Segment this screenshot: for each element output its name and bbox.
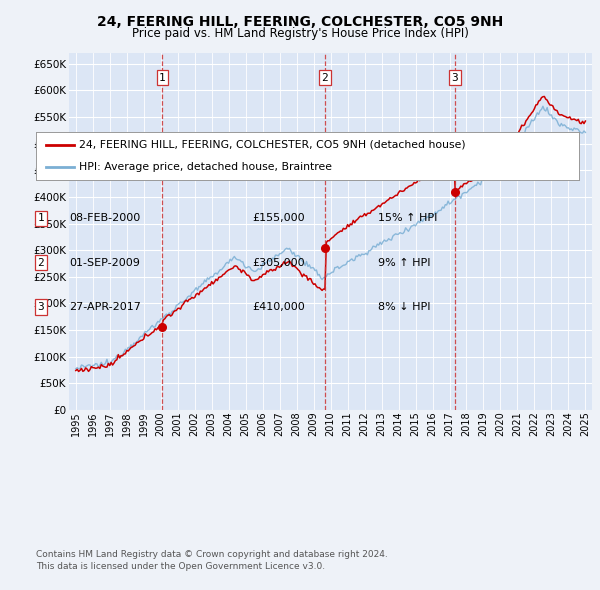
Text: 24, FEERING HILL, FEERING, COLCHESTER, CO5 9NH (detached house): 24, FEERING HILL, FEERING, COLCHESTER, C… [79,140,466,150]
Text: Contains HM Land Registry data © Crown copyright and database right 2024.: Contains HM Land Registry data © Crown c… [36,550,388,559]
Text: 1: 1 [37,214,44,223]
Text: 24, FEERING HILL, FEERING, COLCHESTER, CO5 9NH: 24, FEERING HILL, FEERING, COLCHESTER, C… [97,15,503,29]
Text: 3: 3 [452,73,458,83]
Text: 8% ↓ HPI: 8% ↓ HPI [378,302,431,312]
Text: 08-FEB-2000: 08-FEB-2000 [69,214,140,223]
Text: 27-APR-2017: 27-APR-2017 [69,302,141,312]
Text: £155,000: £155,000 [252,214,305,223]
Text: 9% ↑ HPI: 9% ↑ HPI [378,258,431,267]
Text: £305,000: £305,000 [252,258,305,267]
Text: Price paid vs. HM Land Registry's House Price Index (HPI): Price paid vs. HM Land Registry's House … [131,27,469,40]
Text: This data is licensed under the Open Government Licence v3.0.: This data is licensed under the Open Gov… [36,562,325,571]
Text: 3: 3 [37,302,44,312]
Text: HPI: Average price, detached house, Braintree: HPI: Average price, detached house, Brai… [79,162,332,172]
Text: 2: 2 [322,73,328,83]
Text: 15% ↑ HPI: 15% ↑ HPI [378,214,437,223]
Text: 2: 2 [37,258,44,267]
Text: 1: 1 [159,73,166,83]
Text: 01-SEP-2009: 01-SEP-2009 [69,258,140,267]
Text: £410,000: £410,000 [252,302,305,312]
